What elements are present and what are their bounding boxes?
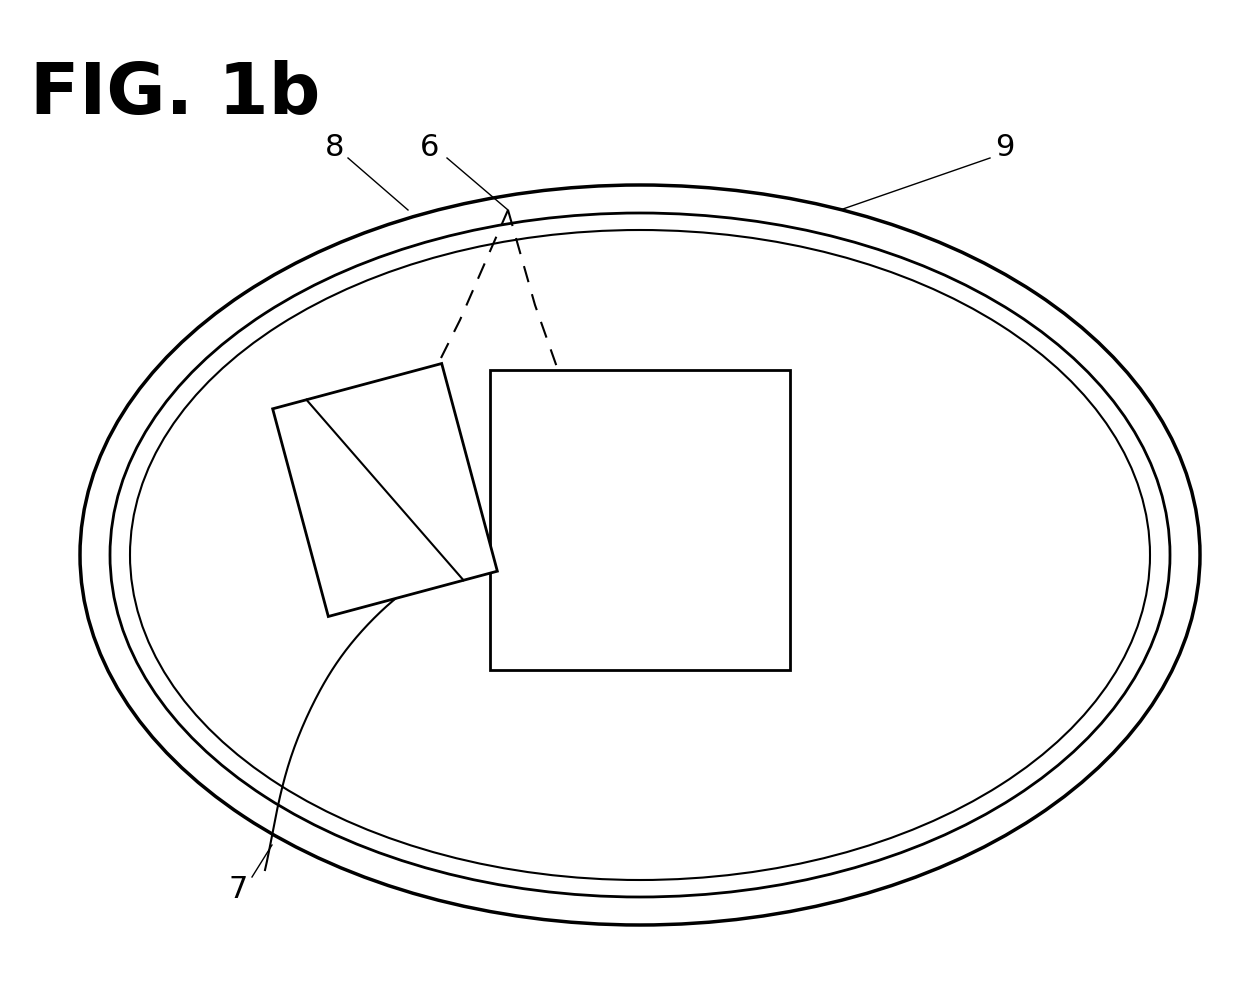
Text: 9: 9 [996, 134, 1014, 163]
Text: FIG. 1b: FIG. 1b [30, 60, 320, 129]
Text: 7: 7 [228, 876, 248, 904]
Bar [490, 370, 790, 670]
Polygon shape [273, 363, 497, 617]
Text: 6: 6 [420, 134, 440, 163]
Text: 8: 8 [325, 134, 345, 163]
